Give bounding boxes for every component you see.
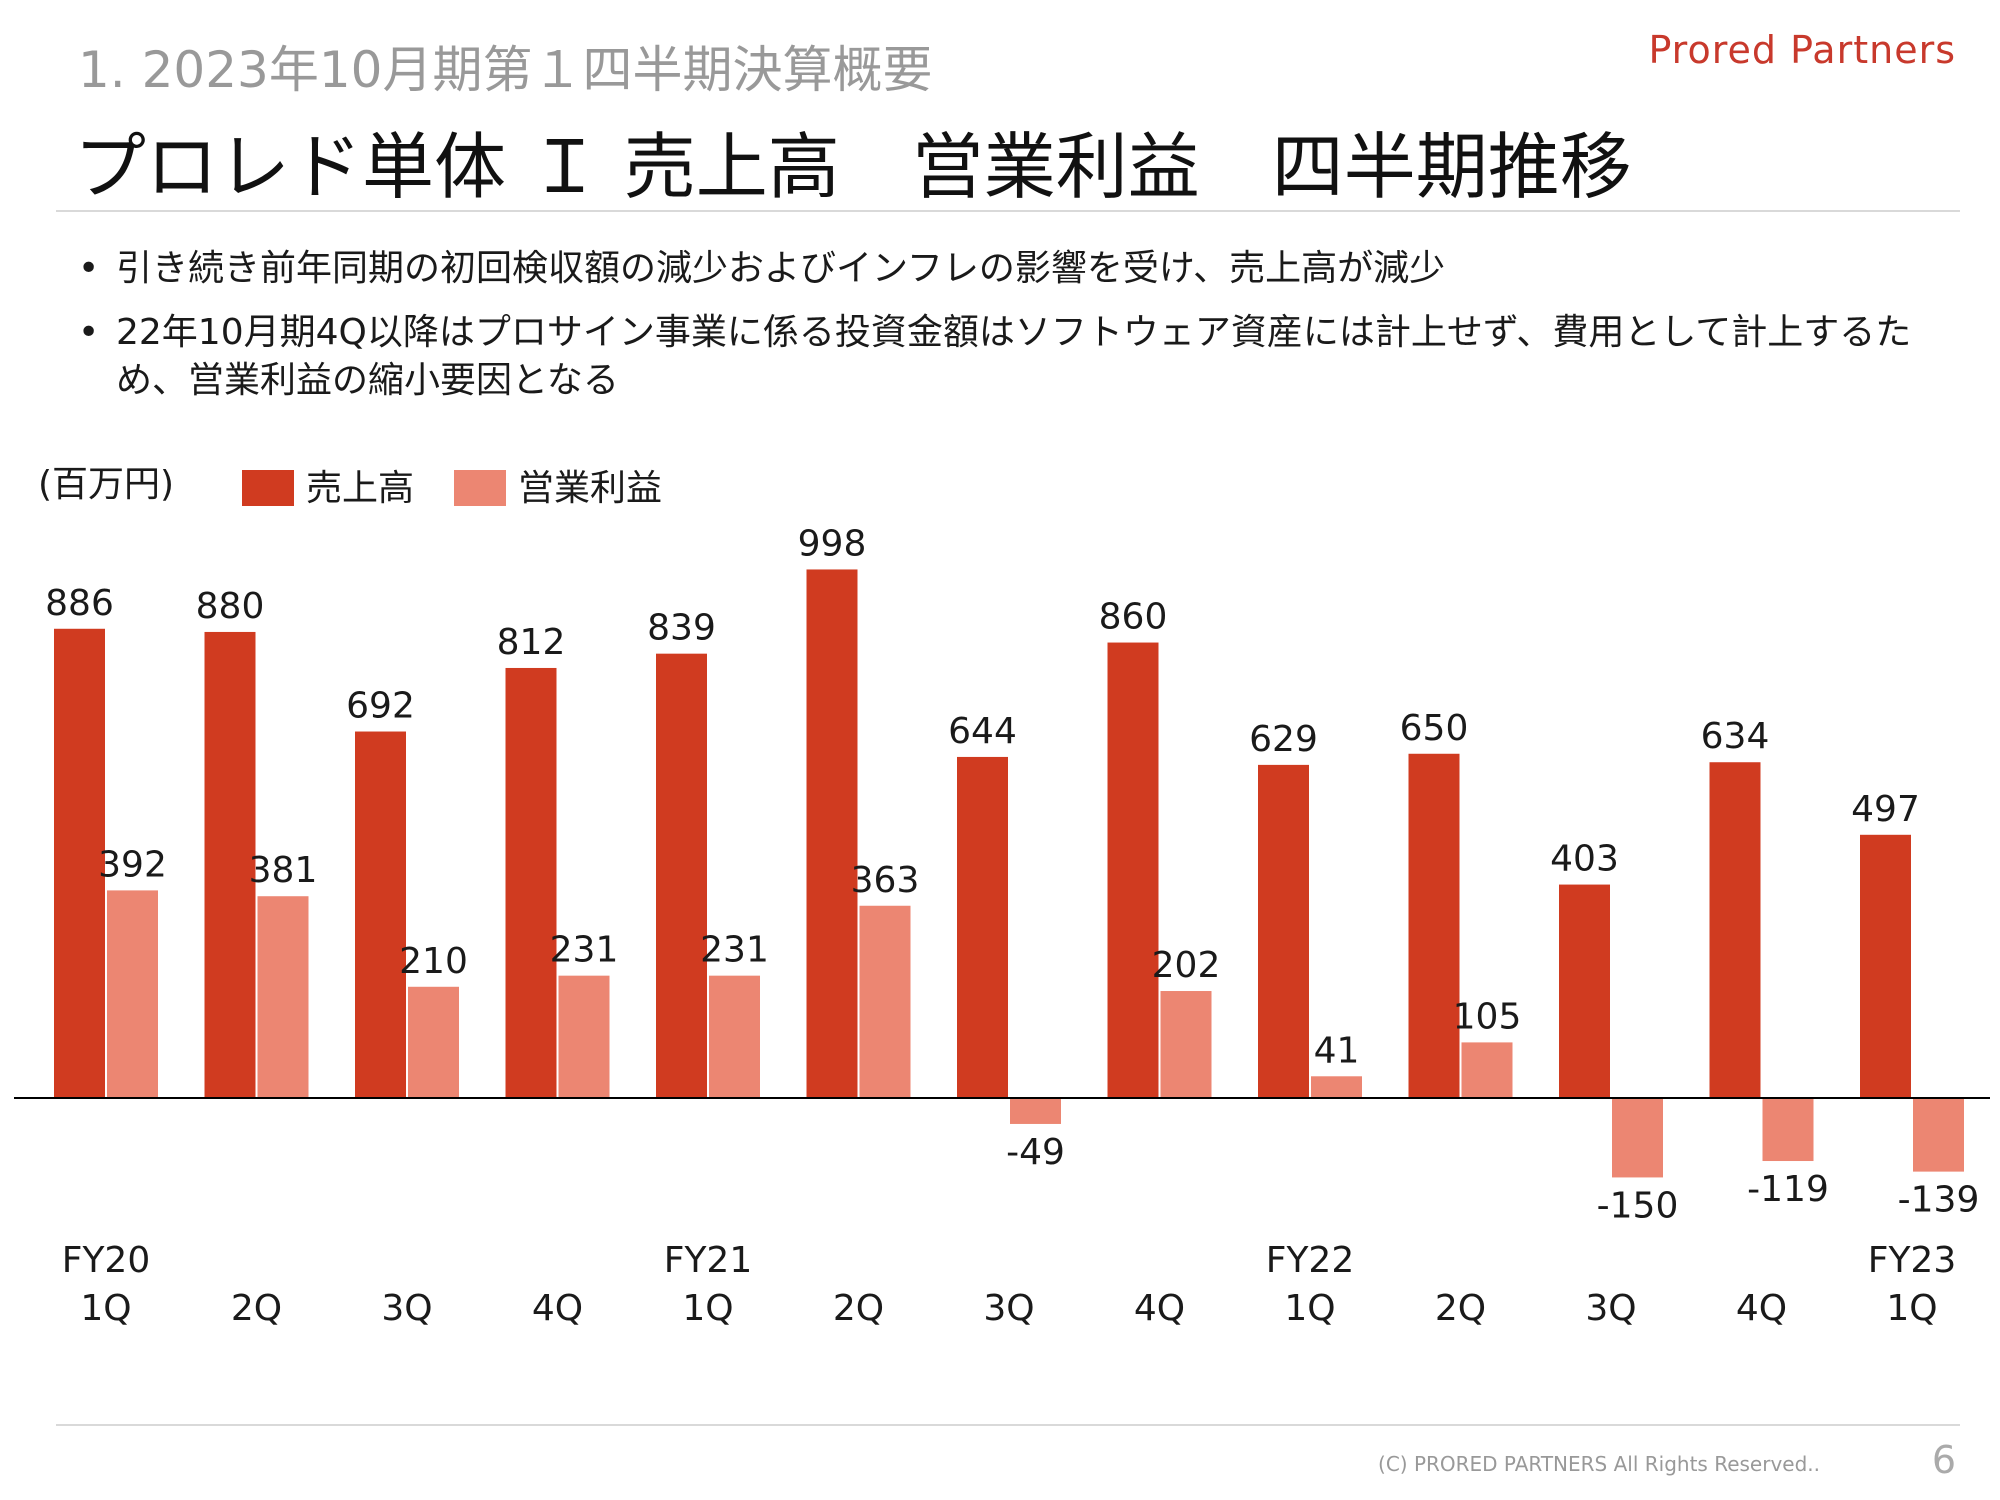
bar-sales bbox=[54, 628, 105, 1098]
bar-sales bbox=[1709, 762, 1761, 1098]
bar-sales bbox=[204, 631, 256, 1098]
data-label: 231 bbox=[700, 930, 769, 971]
data-label: 105 bbox=[1453, 996, 1522, 1037]
bar-op-profit bbox=[1612, 1098, 1663, 1178]
bar-sales bbox=[1258, 764, 1309, 1098]
x-tick-label-year: FY20 bbox=[62, 1240, 151, 1281]
x-tick-label-quarter: 2Q bbox=[231, 1288, 282, 1329]
legend-label-1: 営業利益 bbox=[518, 468, 662, 509]
bar-op-profit bbox=[558, 975, 610, 1098]
bar-sales bbox=[656, 653, 707, 1098]
x-tick-label-quarter: 4Q bbox=[1134, 1288, 1185, 1329]
x-tick-label-quarter: 1Q bbox=[1284, 1288, 1335, 1329]
data-label: 41 bbox=[1314, 1030, 1360, 1071]
data-label: 860 bbox=[1099, 597, 1168, 638]
x-tick-label-quarter: 4Q bbox=[532, 1288, 583, 1329]
header-divider bbox=[56, 210, 1960, 212]
bar-op-profit bbox=[1461, 1042, 1513, 1098]
unit-label: (百万円) bbox=[38, 464, 174, 505]
bullet-item: • 22年10月期4Q以降はプロサイン事業に係る投資金額はソフトウェア資産には計上… bbox=[78, 309, 1938, 405]
data-label: 998 bbox=[798, 523, 867, 564]
legend-label-0: 売上高 bbox=[306, 468, 414, 509]
bar-op-profit bbox=[1311, 1076, 1362, 1098]
data-label: 644 bbox=[948, 711, 1017, 752]
x-tick-label-quarter: 3Q bbox=[1585, 1288, 1636, 1329]
bullet-text: 引き続き前年同期の初回検収額の減少およびインフレの影響を受け、売上高が減少 bbox=[116, 248, 1446, 289]
x-tick-label-quarter: 2Q bbox=[1435, 1288, 1486, 1329]
bar-op-profit bbox=[1010, 1098, 1061, 1124]
page-number: 6 bbox=[1931, 1438, 1956, 1482]
x-tick-label-quarter: 2Q bbox=[833, 1288, 884, 1329]
legend-swatch-1 bbox=[454, 470, 506, 506]
bar-sales bbox=[355, 731, 406, 1098]
data-label: 812 bbox=[497, 622, 566, 663]
data-label: 839 bbox=[647, 608, 716, 649]
data-label: 392 bbox=[98, 844, 167, 885]
x-tick-label-year: FY23 bbox=[1868, 1240, 1957, 1281]
bar-sales bbox=[957, 756, 1008, 1098]
x-tick-label-quarter: 1Q bbox=[682, 1288, 733, 1329]
bar-op-profit bbox=[859, 905, 911, 1098]
bar-sales bbox=[1107, 642, 1159, 1098]
bar-op-profit bbox=[1762, 1098, 1814, 1162]
bar-sales bbox=[505, 667, 557, 1098]
section-title: 1. 2023年10月期第１四半期決算概要 bbox=[78, 41, 933, 99]
bar-sales bbox=[1860, 834, 1911, 1098]
x-tick-label-quarter: 4Q bbox=[1736, 1288, 1787, 1329]
data-label: -150 bbox=[1597, 1185, 1679, 1226]
bar-op-profit bbox=[1913, 1098, 1964, 1172]
bar-op-profit bbox=[709, 975, 760, 1098]
page-title: プロレド単体 Ｉ 売上高 営業利益 四半期推移 bbox=[74, 125, 1632, 209]
bar-op-profit bbox=[257, 896, 309, 1098]
data-label: 381 bbox=[249, 850, 318, 891]
brand-logo: Prored Partners bbox=[1648, 28, 1956, 72]
data-label: 363 bbox=[851, 860, 920, 901]
bullet-dot: • bbox=[78, 312, 100, 353]
data-label: -119 bbox=[1747, 1169, 1829, 1210]
copyright-text: (C) PRORED PARTNERS All Rights Reserved.… bbox=[1378, 1452, 1820, 1476]
data-label: -139 bbox=[1898, 1180, 1980, 1221]
data-label: 403 bbox=[1550, 839, 1619, 880]
bar-op-profit bbox=[1160, 991, 1212, 1098]
bar-sales bbox=[806, 569, 858, 1098]
data-label: 886 bbox=[45, 583, 114, 624]
bar-op-profit bbox=[107, 890, 158, 1098]
data-label: 231 bbox=[550, 930, 619, 971]
x-tick-label-quarter: 1Q bbox=[1886, 1288, 1937, 1329]
bullet-item: • 引き続き前年同期の初回検収額の減少およびインフレの影響を受け、売上高が減少 bbox=[78, 245, 1938, 293]
data-label: 650 bbox=[1400, 708, 1469, 749]
data-label: 497 bbox=[1851, 789, 1920, 830]
data-label: 880 bbox=[196, 586, 265, 627]
data-label: 634 bbox=[1701, 716, 1770, 757]
x-tick-label-year: FY21 bbox=[664, 1240, 753, 1281]
bar-sales bbox=[1559, 884, 1610, 1098]
legend-swatch-0 bbox=[242, 470, 294, 506]
x-tick-label-quarter: 3Q bbox=[983, 1288, 1034, 1329]
x-tick-label-quarter: 3Q bbox=[381, 1288, 432, 1329]
bar-sales bbox=[1408, 753, 1460, 1098]
data-label: -49 bbox=[1006, 1132, 1065, 1173]
x-tick-label-year: FY22 bbox=[1266, 1240, 1355, 1281]
data-label: 629 bbox=[1249, 719, 1318, 760]
x-tick-label-quarter: 1Q bbox=[80, 1288, 131, 1329]
bar-chart: (百万円) 売上高 営業利益 886 392 FY20 1Q 880 381 2Q 692 210 3Q… bbox=[14, 464, 1990, 1329]
data-label: 210 bbox=[399, 941, 468, 982]
data-label: 692 bbox=[346, 686, 415, 727]
bullet-list: • 引き続き前年同期の初回検収額の減少およびインフレの影響を受け、売上高が減少 •… bbox=[78, 245, 1938, 421]
bullet-text: 22年10月期4Q以降はプロサイン事業に係る投資金額はソフトウェア資産には計上せ… bbox=[116, 312, 1912, 401]
data-label: 202 bbox=[1152, 945, 1221, 986]
bar-op-profit bbox=[408, 986, 459, 1098]
bullet-dot: • bbox=[78, 248, 100, 289]
footer-divider bbox=[56, 1424, 1960, 1426]
